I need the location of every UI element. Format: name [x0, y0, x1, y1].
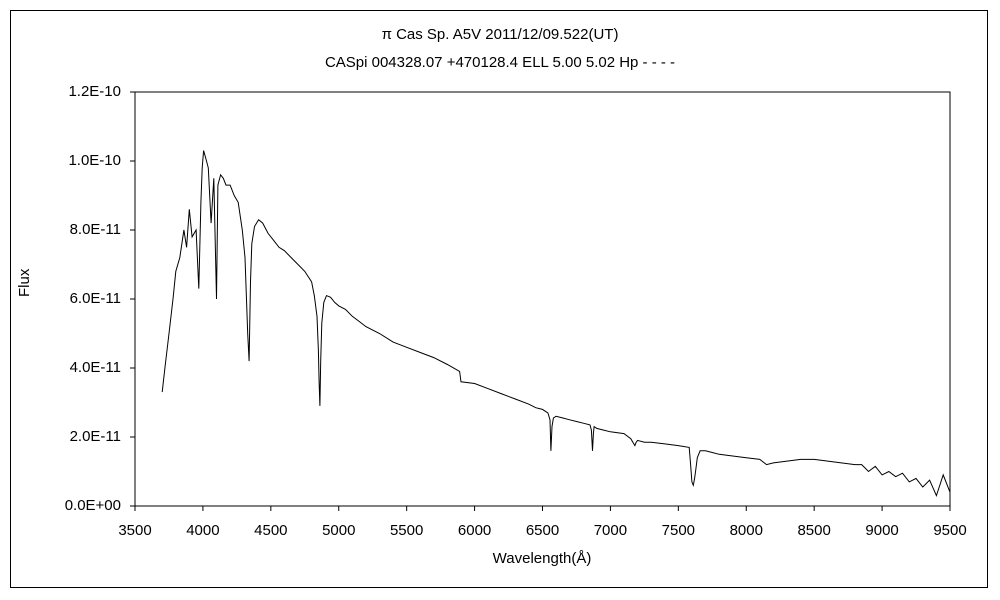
chart-title: π Cas Sp. A5V 2011/12/09.522(UT) — [381, 26, 619, 43]
x-tick-label: 9000 — [865, 522, 899, 539]
y-tick-label: 6.0E-11 — [69, 290, 121, 307]
y-tick-label: 1.0E-10 — [68, 152, 121, 169]
y-tick-label: 8.0E-11 — [69, 221, 121, 238]
x-tick-label: 7000 — [593, 522, 628, 539]
x-axis-label: Wavelength(Å) — [492, 550, 592, 567]
plot-area — [134, 91, 951, 507]
x-tick-label: 9500 — [933, 522, 967, 539]
spectrum-series-line — [161, 150, 951, 497]
x-tick-label: 4500 — [254, 522, 288, 539]
chart-subtitle: CASpi 004328.07 +470128.4 ELL 5.00 5.02 … — [324, 54, 676, 71]
y-tick-label: 0.0E+00 — [64, 497, 121, 514]
x-tick-label: 8500 — [797, 522, 831, 539]
y-axis-label: Flux — [16, 268, 33, 297]
x-tick-label: 6000 — [457, 522, 492, 539]
x-tick-label: 7500 — [661, 522, 696, 539]
y-tick-label: 1.2E-10 — [68, 83, 121, 100]
y-tick-label: 2.0E-11 — [69, 428, 121, 445]
x-tick-label: 6500 — [525, 522, 560, 539]
x-tick-label: 3500 — [118, 522, 152, 539]
x-tick-marks — [134, 506, 951, 511]
y-tick-label: 4.0E-11 — [69, 359, 121, 376]
y-tick-marks — [130, 91, 135, 507]
x-tick-label: 4000 — [186, 522, 220, 539]
x-tick-label: 5000 — [322, 522, 356, 539]
chart-frame — [10, 10, 988, 588]
x-tick-label: 8000 — [729, 522, 763, 539]
x-tick-label: 5500 — [389, 522, 424, 539]
